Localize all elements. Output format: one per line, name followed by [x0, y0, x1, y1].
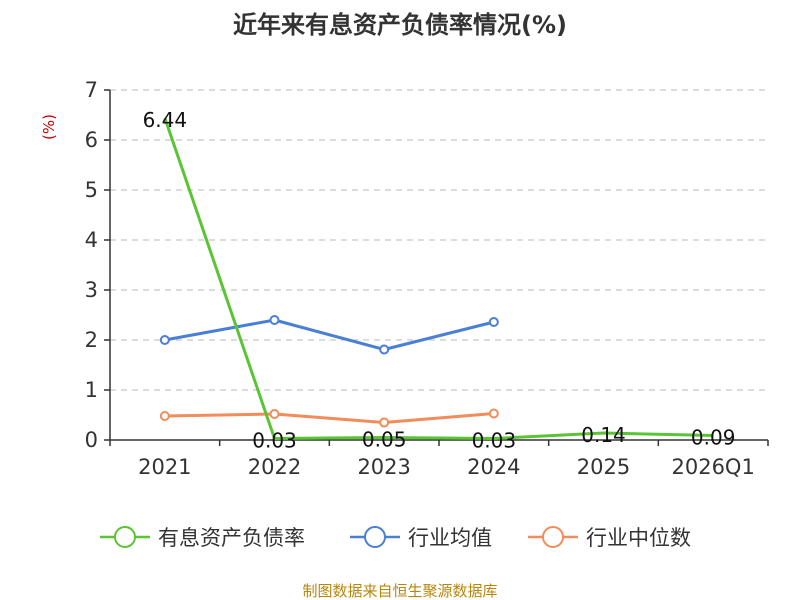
data-point — [159, 335, 170, 345]
legend-marker — [542, 526, 564, 548]
legend-label: 有息资产负债率 — [158, 526, 305, 550]
data-label: 6.44 — [143, 108, 188, 132]
legend-item[interactable]: 行业均值 — [350, 526, 492, 550]
legend-item[interactable]: 有息资产负债率 — [100, 526, 305, 550]
axes — [104, 89, 769, 446]
tick-labels: 0 1 2 3 4 5 6 7 2021 2022 2023 2024 2025 2026Q1 — [85, 78, 755, 479]
series-group — [159, 117, 714, 440]
x-tick-label: 2023 — [357, 455, 410, 479]
data-label: 0.05 — [362, 428, 407, 452]
legend[interactable]: 有息资产负债率 行业均值 行业中位数 — [100, 526, 691, 550]
y-tick-label: 6 — [85, 128, 98, 152]
y-tick-label: 7 — [85, 78, 98, 102]
data-point — [159, 411, 170, 421]
source-note: 制图数据来自恒生聚源数据库 — [302, 582, 497, 600]
y-tick-label: 4 — [85, 228, 98, 252]
series-line — [164, 318, 495, 351]
legend-marker — [114, 526, 136, 548]
y-tick-label: 0 — [85, 428, 98, 452]
y-tick-label: 2 — [85, 328, 98, 352]
y-tick-label: 5 — [85, 178, 98, 202]
data-point — [379, 417, 390, 428]
data-label: 0.03 — [252, 429, 297, 453]
x-tick-label: 2025 — [577, 455, 630, 479]
data-label: 0.03 — [472, 429, 517, 453]
data-label: 0.14 — [581, 423, 626, 447]
x-tick-label: 2022 — [248, 455, 301, 479]
x-tick-label: 2024 — [467, 455, 520, 479]
data-point — [379, 344, 390, 355]
legend-label: 行业中位数 — [586, 526, 691, 550]
data-label: 0.09 — [691, 426, 736, 450]
y-tick-label: 3 — [85, 278, 98, 302]
legend-marker — [364, 526, 386, 548]
data-point — [269, 315, 280, 325]
legend-label: 行业均值 — [408, 526, 492, 550]
series-line — [163, 117, 714, 440]
data-point — [488, 317, 499, 327]
series-line — [164, 412, 494, 424]
chart-title: 近年来有息资产负债率情况(%) — [233, 11, 567, 39]
data-labels: 6.44 0.03 0.05 0.03 0.14 0.09 — [143, 108, 736, 453]
data-point — [269, 409, 280, 419]
y-tick-label: 1 — [85, 378, 98, 402]
grid-lines — [110, 89, 768, 391]
data-point — [488, 408, 499, 419]
legend-item[interactable]: 行业中位数 — [528, 526, 691, 550]
x-tick-label: 2021 — [138, 455, 191, 479]
x-tick-label: 2026Q1 — [671, 455, 754, 479]
y-axis-label: (%) — [40, 114, 58, 140]
